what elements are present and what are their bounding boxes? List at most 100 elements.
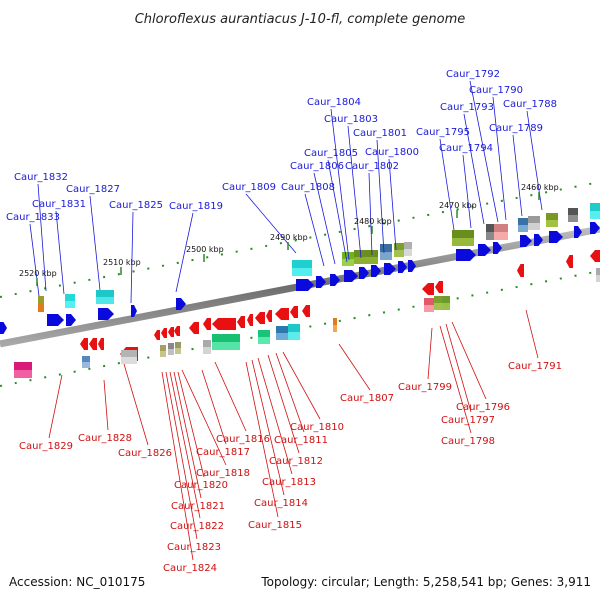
label-leader-bottom — [103, 379, 109, 431]
gene-label-top: Caur_1801 — [353, 128, 407, 139]
label-leader-bottom — [161, 371, 194, 561]
feature-block-bottom — [258, 337, 270, 344]
label-leader-bottom — [275, 352, 305, 433]
label-leader-bottom — [201, 369, 227, 445]
feature-block-bottom — [96, 297, 114, 304]
label-leader-bottom — [439, 325, 472, 434]
forward-gene-arrow — [131, 305, 137, 317]
reverse-gene-arrow — [566, 255, 573, 268]
feature-block-bottom — [276, 333, 288, 340]
forward-gene-arrow — [549, 231, 563, 243]
reverse-gene-arrow — [212, 318, 236, 330]
feature-block-top — [212, 334, 240, 342]
reverse-gene-arrow — [98, 338, 104, 350]
gene-label-top: Caur_1794 — [439, 143, 493, 154]
gene-label-top: Caur_1789 — [489, 123, 543, 134]
scale-tick-label: 2520 kbp — [19, 269, 57, 278]
feature-block-bottom — [596, 275, 600, 282]
gene-label-bottom: Caur_1811 — [274, 435, 328, 446]
feature-block-top — [494, 224, 508, 232]
feature-block-top — [276, 326, 288, 333]
gene-label-bottom: Caur_1812 — [269, 456, 323, 467]
label-leader-top — [89, 195, 101, 291]
gene-label-bottom: Caur_1813 — [262, 477, 316, 488]
feature-block-bottom — [292, 268, 312, 276]
feature-block-top — [354, 250, 378, 257]
forward-gene-arrow — [590, 222, 600, 234]
gene-label-bottom: Caur_1815 — [248, 520, 302, 531]
label-leader-bottom — [267, 354, 300, 454]
feature-block-bottom — [380, 252, 392, 260]
feature-block-top — [380, 244, 392, 252]
feature-block-bottom — [342, 259, 354, 266]
gene-label-bottom: Caur_1816 — [216, 434, 270, 445]
gene-label-bottom: Caur_1814 — [254, 498, 308, 509]
feature-block-bottom — [518, 225, 528, 232]
label-leader-bottom — [445, 323, 472, 413]
forward-gene-arrow — [296, 279, 314, 291]
forward-gene-arrow — [520, 235, 532, 247]
gene-label-top: Caur_1808 — [281, 182, 335, 193]
forward-gene-arrow — [316, 276, 326, 288]
forward-gene-arrow — [478, 244, 491, 256]
gene-label-bottom: Caur_1824 — [163, 563, 217, 574]
gene-label-bottom: Caur_1818 — [196, 468, 250, 479]
forward-gene-arrow — [384, 263, 396, 275]
feature-block-top — [160, 345, 166, 351]
feature-block-top — [434, 296, 442, 303]
gene-label-bottom: Caur_1820 — [174, 480, 228, 491]
label-leader-top — [330, 108, 350, 261]
forward-gene-arrow — [398, 261, 407, 273]
label-leader-bottom — [165, 371, 198, 540]
label-leader-bottom — [173, 371, 202, 499]
label-leader-bottom — [181, 369, 227, 466]
gene-label-top: Caur_1833 — [6, 212, 60, 223]
summary-text: Topology: circular; Length: 5,258,541 bp… — [260, 575, 591, 589]
forward-gene-arrow — [0, 322, 7, 334]
label-leader-top — [37, 183, 47, 292]
feature-block-top — [333, 318, 337, 325]
gene-label-top: Caur_1827 — [66, 184, 120, 195]
feature-block-bottom — [546, 220, 558, 227]
feature-block-top — [38, 296, 44, 304]
label-leader-top — [347, 125, 362, 259]
forward-gene-arrow — [98, 308, 114, 320]
forward-gene-arrow — [359, 267, 369, 279]
feature-block-top — [424, 298, 434, 305]
feature-block-top — [452, 230, 474, 238]
scale-tick-label: 2490 kbp — [270, 233, 308, 242]
label-leader-top — [175, 212, 194, 293]
reverse-gene-arrow — [174, 326, 180, 336]
feature-block-top — [96, 290, 114, 297]
label-leader-top — [492, 96, 507, 221]
label-leader-top — [304, 193, 325, 267]
feature-block-bottom — [486, 232, 494, 240]
feature-block-top — [590, 203, 600, 211]
feature-block-top — [168, 343, 174, 349]
gene-label-bottom: Caur_1823 — [167, 542, 221, 553]
forward-gene-arrow — [66, 314, 76, 326]
forward-gene-arrow — [493, 242, 502, 254]
label-leader-top — [55, 210, 65, 295]
reverse-gene-arrow — [189, 322, 199, 334]
gene-label-bottom: Caur_1822 — [170, 521, 224, 532]
scale-tick-label: 2470 kbp — [439, 201, 477, 210]
gene-label-bottom: Caur_1826 — [118, 448, 172, 459]
feature-block-bottom — [452, 238, 474, 246]
feature-block-bottom — [121, 357, 137, 364]
scale-ticks: 2520 kbp 2510 kbp 2500 kbp 2490 kbp 2480 kbp… — [19, 183, 559, 286]
feature-block-bottom — [394, 250, 404, 257]
gene-label-bottom: Caur_1796 — [456, 402, 510, 413]
forward-gene-arrow — [176, 298, 186, 310]
reverse-gene-arrow — [89, 338, 97, 350]
feature-block-bottom — [442, 303, 450, 310]
forward-gene-arrow — [408, 260, 416, 272]
scale-tick-label: 2500 kbp — [186, 245, 224, 254]
forward-gene-arrow — [371, 265, 381, 277]
reverse-gene-arrow — [266, 310, 272, 322]
label-leader-bottom — [48, 374, 63, 439]
feature-block-top — [394, 243, 404, 250]
reverse-gene-arrow — [590, 250, 600, 262]
